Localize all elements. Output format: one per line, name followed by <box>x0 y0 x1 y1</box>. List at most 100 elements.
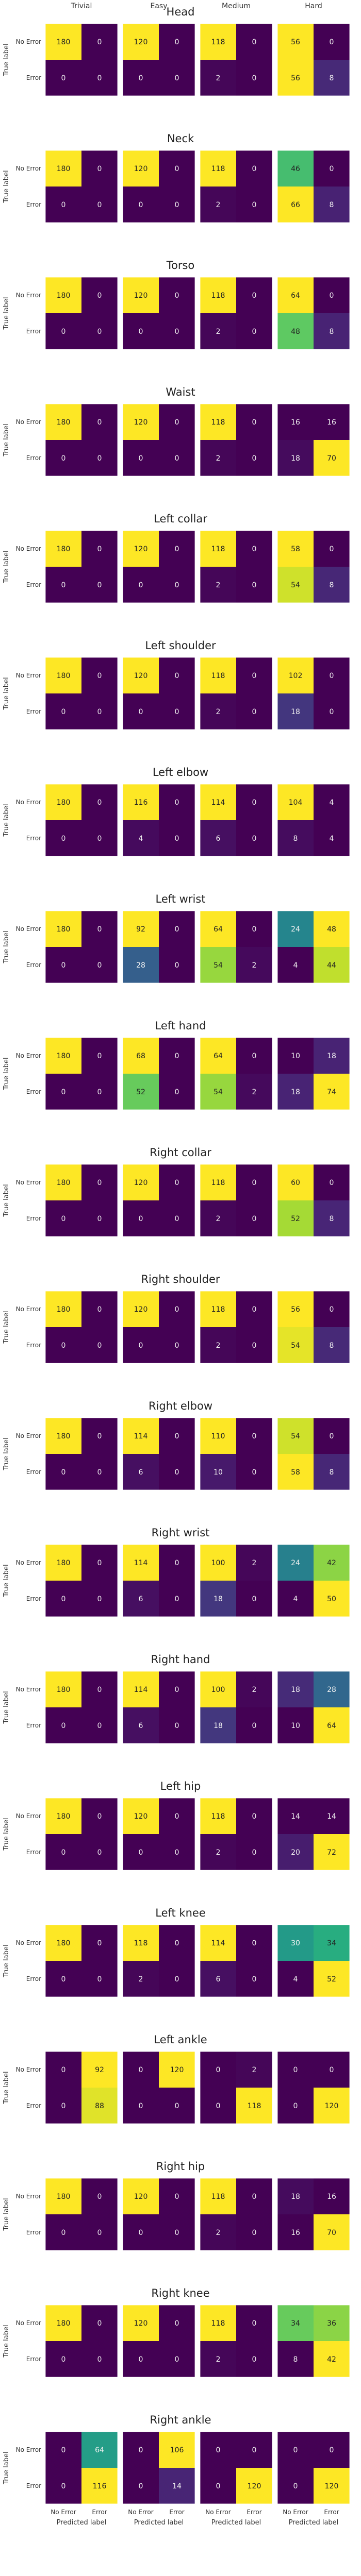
cell-value: 8 <box>330 1215 334 1223</box>
cell-error-no-error <box>123 187 159 223</box>
cell-no-error-no-error <box>200 784 236 820</box>
cell-error-no-error <box>277 693 314 730</box>
row-right-shoulder: Right shoulder True label No Error Error 180… <box>3 1273 350 1364</box>
cell-value: 2 <box>252 2066 257 2074</box>
y-tick-label-no-error: No Error <box>16 38 41 45</box>
cell-no-error-error <box>314 1671 350 1707</box>
cell-value: 116 <box>93 2482 107 2490</box>
cell-value: 0 <box>97 1975 102 1984</box>
cell-no-error-error <box>81 1164 118 1200</box>
cell-value: 0 <box>175 74 179 82</box>
cell-value: 18 <box>327 1052 336 1060</box>
cell-error-error <box>314 2468 350 2504</box>
cell-no-error-no-error <box>123 911 159 947</box>
cell-value: 120 <box>134 2319 148 2328</box>
matrix-left-collar-medium: 118 0 2 0 <box>200 530 273 603</box>
cell-value: 0 <box>97 328 102 336</box>
cell-no-error-error <box>159 531 195 567</box>
cell-value: 0 <box>293 2066 298 2074</box>
cell-error-error <box>314 820 350 856</box>
matrix-waist-trivial: 180 0 0 0 <box>45 403 118 477</box>
cell-value: 0 <box>97 1052 102 1060</box>
cell-value: 48 <box>327 925 336 934</box>
cell-no-error-error <box>236 657 272 693</box>
matrix-border <box>200 1417 273 1490</box>
cell-value: 74 <box>327 1088 336 1096</box>
cell-value: 0 <box>252 925 257 934</box>
y-axis-label: True label <box>3 1437 10 1470</box>
cell-value: 0 <box>61 1468 66 1477</box>
matrix-right-hip-medium: 118 0 2 0 <box>200 2178 273 2251</box>
cell-no-error-no-error <box>200 1671 236 1707</box>
cell-no-error-error <box>314 277 350 313</box>
cell-error-no-error <box>277 947 314 983</box>
cell-value: 0 <box>97 2319 102 2328</box>
row-torso: Torso True label No Error Error 180 0 0 0 120 0 0 0… <box>3 259 350 350</box>
cell-value: 2 <box>216 2229 221 2237</box>
cell-value: 18 <box>291 2193 300 2201</box>
cell-no-error-error <box>236 1671 272 1707</box>
cell-no-error-no-error <box>200 1038 236 1074</box>
y-tick-label-error: Error <box>26 835 41 842</box>
cell-no-error-no-error <box>123 784 159 820</box>
cell-error-error <box>159 2341 195 2377</box>
cell-value: 0 <box>252 1179 257 1187</box>
cell-error-error <box>81 1581 118 1617</box>
x-tick-label-no-error: No Error <box>51 2509 76 2516</box>
cell-no-error-no-error <box>200 2305 236 2341</box>
cell-value: 118 <box>211 38 225 46</box>
cell-no-error-no-error <box>200 1545 236 1581</box>
cell-value: 0 <box>61 1088 66 1096</box>
cell-value: 118 <box>211 165 225 173</box>
cell-value: 0 <box>97 1849 102 1857</box>
cell-error-error <box>81 1961 118 1997</box>
cell-value: 14 <box>291 1812 300 1821</box>
cell-no-error-error <box>236 24 272 60</box>
cell-value: 0 <box>252 292 257 300</box>
cell-value: 68 <box>136 1052 145 1060</box>
cell-value: 0 <box>97 799 102 807</box>
cell-value: 0 <box>330 672 334 680</box>
cell-value: 60 <box>291 1179 300 1187</box>
cell-value: 0 <box>97 1342 102 1350</box>
cell-error-error <box>236 820 272 856</box>
cell-error-no-error <box>123 1581 159 1617</box>
cell-value: 120 <box>134 38 148 46</box>
column-title-easy: Easy <box>150 2 167 10</box>
cell-error-no-error <box>277 2468 314 2504</box>
matrix-border <box>122 1164 195 1237</box>
matrix-head-medium: Medium 118 0 2 0 <box>200 2 273 96</box>
matrix-right-collar-easy: 120 0 0 0 <box>122 1164 195 1237</box>
cell-value: 180 <box>57 292 71 300</box>
cell-no-error-no-error <box>45 1545 81 1581</box>
cell-value: 0 <box>61 2102 66 2110</box>
matrix-left-hand-easy: 68 0 52 0 <box>122 1037 195 1110</box>
cell-no-error-no-error <box>200 2052 236 2088</box>
cell-error-error <box>159 187 195 223</box>
cell-error-no-error <box>123 1074 159 1110</box>
cell-value: 0 <box>61 2482 66 2490</box>
cell-value: 118 <box>211 672 225 680</box>
cell-value: 50 <box>327 1595 336 1603</box>
cell-no-error-error <box>236 1925 272 1961</box>
cell-value: 6 <box>216 1975 221 1984</box>
cell-value: 180 <box>57 672 71 680</box>
matrix-left-ankle-trivial: 0 92 0 88 <box>45 2051 118 2124</box>
cell-value: 0 <box>97 1595 102 1603</box>
y-axis-label: True label <box>3 2451 10 2484</box>
cell-error-no-error <box>277 1454 314 1490</box>
cell-error-error <box>314 2214 350 2250</box>
matrix-right-hand-medium: 100 2 18 0 <box>200 1671 273 1744</box>
cell-no-error-no-error <box>123 24 159 60</box>
cell-value: 180 <box>57 925 71 934</box>
cell-value: 88 <box>95 2102 104 2110</box>
matrix-neck-hard: 46 0 66 8 <box>277 150 350 223</box>
y-tick-label-error: Error <box>26 961 41 969</box>
matrix-left-elbow-easy: 116 0 4 0 <box>122 784 195 857</box>
cell-value: 18 <box>291 1686 300 1694</box>
y-tick-label-no-error: No Error <box>16 2193 41 2200</box>
cell-value: 0 <box>175 1975 179 1984</box>
cell-value: 114 <box>134 1559 148 1567</box>
cell-no-error-no-error <box>45 2052 81 2088</box>
matrix-right-shoulder-hard: 56 0 54 8 <box>277 1291 350 1364</box>
